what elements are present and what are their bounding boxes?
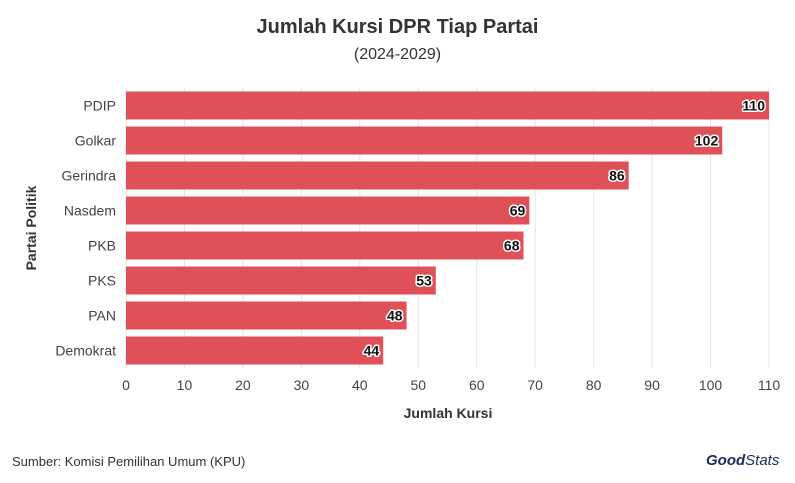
goodstats-logo: GoodStats	[706, 452, 779, 469]
x-tick-label: 30	[294, 377, 310, 393]
value-label: 53	[416, 273, 432, 289]
x-tick-labels: 0 10 20 30 40 50 60 70 80 90 100 110	[122, 377, 780, 393]
bar	[126, 231, 524, 260]
bar	[126, 266, 436, 295]
x-tick-label: 60	[469, 377, 485, 393]
category-label: PAN	[88, 308, 116, 324]
source-note: Sumber: Komisi Pemilihan Umum (KPU)	[12, 454, 246, 469]
value-label: 86	[609, 168, 625, 184]
bar	[126, 336, 384, 365]
bar	[126, 301, 407, 330]
bar	[126, 161, 629, 190]
x-tick-label: 110	[758, 377, 781, 393]
category-label: PDIP	[83, 98, 116, 114]
x-tick-label: 10	[177, 377, 193, 393]
value-label: 69	[510, 203, 526, 219]
bar	[126, 91, 769, 120]
bar	[126, 126, 723, 155]
value-label: 44	[364, 343, 380, 359]
category-labels: PDIP Golkar Gerindra Nasdem PKB PKS PAN Demokra…	[55, 98, 116, 359]
bar	[126, 196, 530, 225]
category-label: Demokrat	[55, 343, 116, 359]
value-label: 102	[695, 133, 719, 149]
category-label: PKS	[88, 273, 116, 289]
x-tick-label: 20	[235, 377, 251, 393]
x-tick-label: 90	[644, 377, 660, 393]
category-label: PKB	[88, 238, 116, 254]
y-axis-label: Partai Politik	[23, 185, 39, 270]
category-label: Gerindra	[62, 168, 117, 184]
x-tick-label: 0	[122, 377, 130, 393]
value-label: 68	[504, 238, 520, 254]
value-label: 48	[387, 308, 403, 324]
value-label: 110	[742, 98, 765, 114]
logo-light-text: Stats	[745, 452, 780, 469]
logo-bold-text: Good	[706, 452, 746, 469]
category-label: Nasdem	[64, 203, 116, 219]
x-tick-label: 40	[352, 377, 368, 393]
chart-title: Jumlah Kursi DPR Tiap Partai	[256, 16, 539, 38]
x-tick-label: 80	[586, 377, 602, 393]
x-tick-label: 70	[527, 377, 543, 393]
x-axis-label: Jumlah Kursi	[404, 405, 493, 421]
x-tick-label: 100	[699, 377, 723, 393]
chart-subtitle: (2024-2029)	[353, 46, 442, 63]
category-label: Golkar	[75, 133, 117, 149]
x-tick-label: 50	[410, 377, 426, 393]
bars: 110 102 86 69 68 53 48 44	[126, 91, 769, 365]
